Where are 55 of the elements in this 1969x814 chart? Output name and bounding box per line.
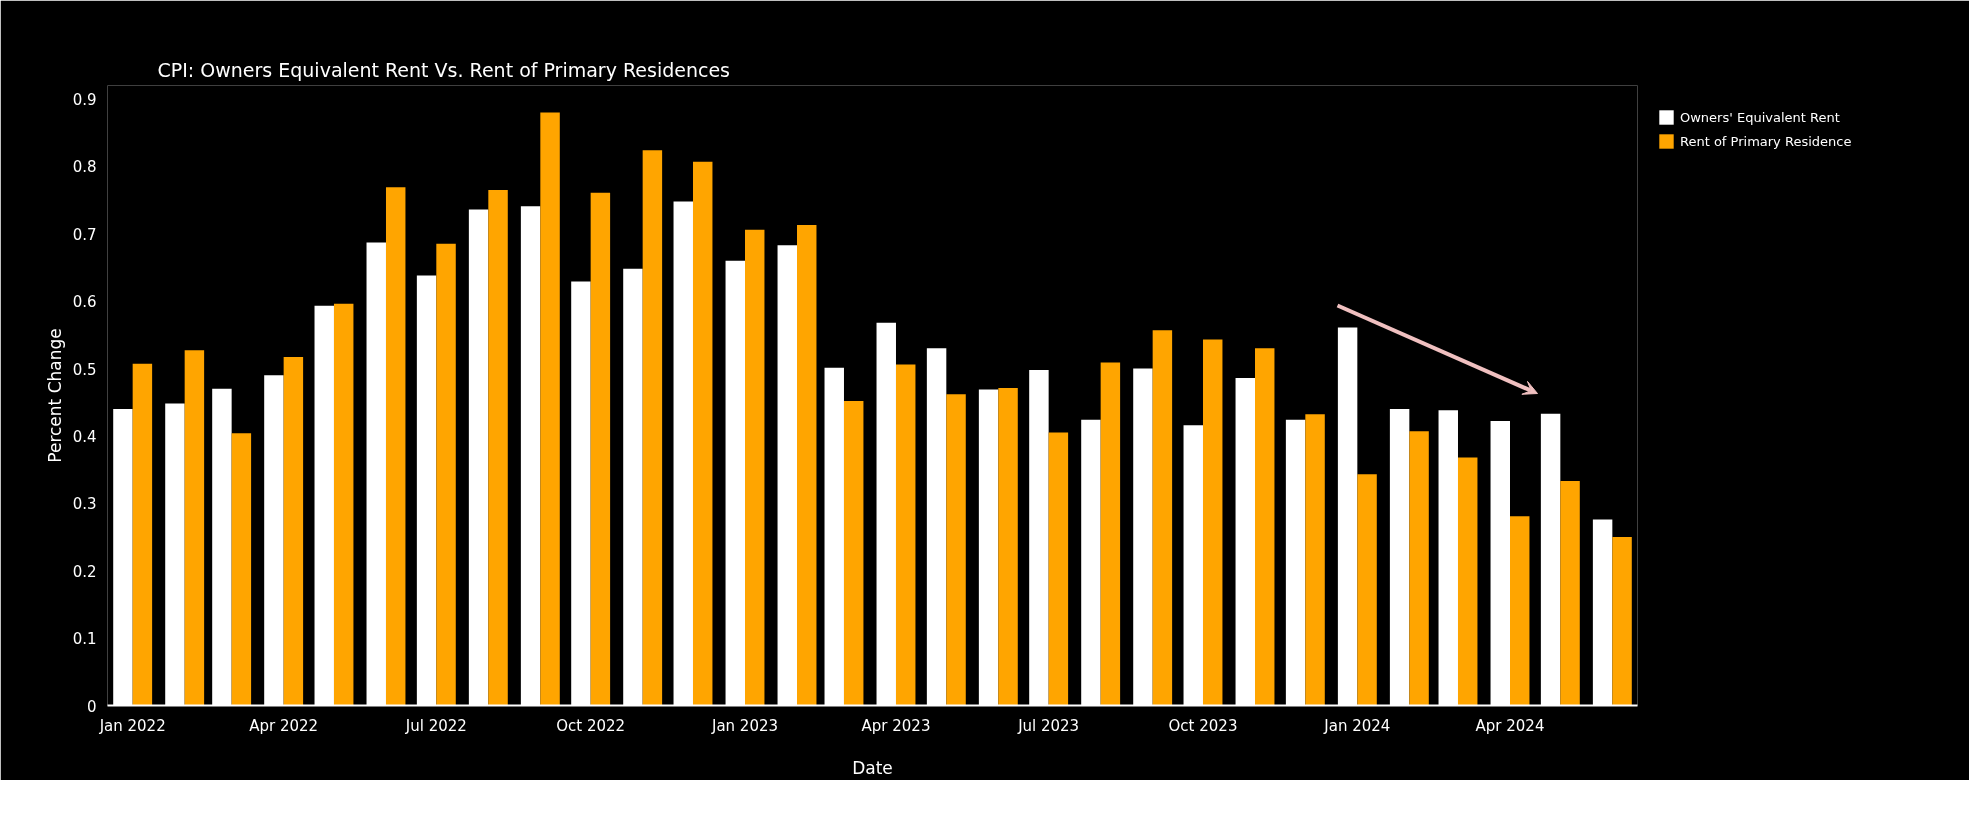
bar (1510, 516, 1530, 706)
bar (1255, 348, 1275, 706)
x-tick-label: Jan 2022 (98, 716, 166, 735)
x-tick-label: Apr 2022 (249, 716, 319, 735)
bar (231, 433, 252, 706)
chart-title: CPI: Owners Equivalent Rent Vs. Rent of Primary Residences (157, 58, 730, 81)
y-tick-label: 0.1 (72, 630, 97, 649)
bar (642, 150, 663, 706)
bar (385, 187, 406, 706)
bar (184, 350, 205, 706)
bar (1305, 414, 1325, 706)
x-tick-label: Oct 2023 (1168, 716, 1238, 735)
bar (946, 394, 966, 706)
y-tick-label: 0 (86, 697, 97, 716)
bar (797, 225, 817, 706)
x-axis-title: Date (852, 757, 893, 778)
x-tick-label: Jan 2024 (1323, 716, 1391, 735)
bar (283, 357, 304, 706)
bar (1560, 481, 1580, 706)
bar (745, 229, 765, 706)
y-tick-label: 0.6 (72, 293, 97, 312)
bar (488, 189, 508, 706)
y-axis-title: Percent Change (44, 328, 65, 463)
bar (1457, 457, 1478, 706)
y-tick-label: 0.2 (72, 562, 97, 581)
x-tick-label: Jul 2022 (404, 716, 467, 735)
y-tick-label: 0.4 (72, 427, 97, 446)
bar (1100, 362, 1121, 706)
y-tick-label: 0.3 (72, 495, 97, 514)
bar (895, 364, 916, 706)
bar (333, 303, 354, 706)
y-tick-label: 0.5 (72, 360, 97, 379)
y-tick-label: 0.8 (72, 158, 97, 177)
x-tick-label: Oct 2022 (556, 716, 626, 735)
bar (1612, 537, 1632, 706)
bar (590, 192, 611, 706)
bar (1048, 432, 1069, 706)
y-tick-label: 0.7 (72, 225, 97, 244)
legend-label: Owners' Equivalent Rent (1680, 109, 1840, 125)
x-tick-label: Apr 2024 (1475, 716, 1545, 735)
bar (1202, 339, 1223, 706)
bar (692, 161, 713, 706)
bar (1357, 474, 1377, 706)
x-tick-label: Apr 2023 (861, 716, 931, 735)
bar (132, 363, 153, 706)
bar (1152, 330, 1173, 706)
bar (540, 112, 560, 706)
bar (998, 388, 1018, 706)
legend-label: Rent of Primary Residence (1680, 133, 1852, 149)
x-tick-label: Jan 2023 (710, 716, 779, 735)
y-tick-label: 0.9 (72, 90, 97, 109)
bar (436, 243, 456, 706)
bar (843, 400, 864, 706)
x-tick-label: Jul 2023 (1017, 716, 1080, 735)
bar (1409, 431, 1429, 706)
